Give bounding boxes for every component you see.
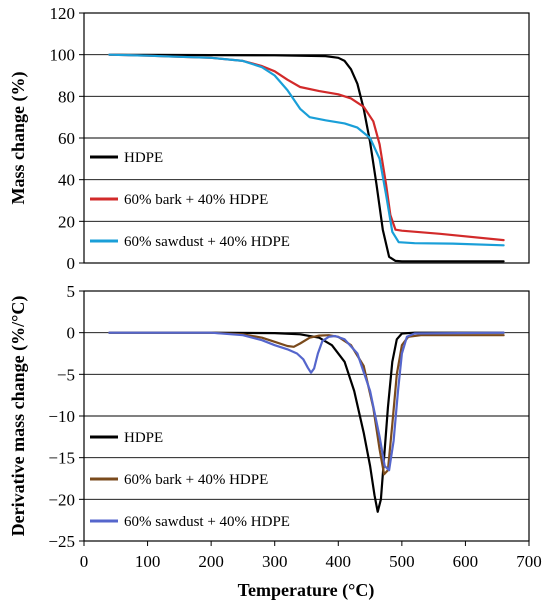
derivative-panel: −25−20−15−10−505 0 100 200 300 400 500 600 700 … bbox=[8, 282, 542, 601]
x-tick-label: 700 bbox=[516, 552, 542, 571]
y-tick-label: 5 bbox=[67, 282, 76, 301]
y-tick-label: 20 bbox=[58, 212, 75, 231]
series-line-0 bbox=[108, 53, 505, 263]
series-line-2 bbox=[108, 53, 505, 247]
y-tick-label: −20 bbox=[48, 490, 75, 509]
derivative-series bbox=[108, 331, 505, 513]
y-tick-label: −10 bbox=[48, 407, 75, 426]
mass-change-panel: 0 20 40 60 80 100 120 Mass change (%) HDPE 60% … bbox=[8, 4, 530, 273]
series-line-0 bbox=[108, 331, 505, 513]
x-tick-label: 300 bbox=[262, 552, 288, 571]
series-line-1 bbox=[108, 53, 505, 242]
derivative-y-ticks: −25 −20 −15 −10 −5 0 5 bbox=[48, 282, 84, 551]
legend-label-2: 60% sawdust + 40% HDPE bbox=[124, 234, 290, 250]
y-tick-label: 60 bbox=[58, 129, 75, 148]
y-tick-label: 0 bbox=[67, 324, 76, 343]
legend-label-2: 60% sawdust + 40% HDPE bbox=[124, 514, 290, 530]
y-tick-label: 100 bbox=[50, 46, 76, 65]
x-tick-label: 400 bbox=[326, 552, 352, 571]
legend-label-0: HDPE bbox=[124, 430, 163, 446]
x-tick-label: 200 bbox=[198, 552, 224, 571]
y-tick-label: −5 bbox=[57, 365, 75, 384]
derivative-y-axis-label: Derivative mass change (%/°C) bbox=[8, 296, 29, 537]
derivative-legend: HDPE 60% bark + 40% HDPE 60% sawdust + 40%… bbox=[90, 430, 290, 530]
y-tick-label: −25 bbox=[48, 532, 75, 551]
legend-label-0: HDPE bbox=[124, 150, 163, 166]
derivative-x-ticks: 0 100 200 300 400 500 600 700 bbox=[80, 541, 542, 571]
series-line-1 bbox=[108, 331, 505, 476]
mass-change-legend: HDPE 60% bark + 40% HDPE 60% sawdust + 40%… bbox=[90, 150, 290, 250]
y-tick-label: −15 bbox=[48, 449, 75, 468]
y-tick-label: 40 bbox=[58, 171, 75, 190]
legend-label-1: 60% bark + 40% HDPE bbox=[124, 472, 268, 488]
y-tick-label: 0 bbox=[67, 254, 76, 273]
y-tick-label: 120 bbox=[50, 4, 76, 23]
mass-change-y-ticks: 0 20 40 60 80 100 120 bbox=[50, 4, 84, 273]
series-line-2 bbox=[108, 331, 505, 472]
x-tick-label: 100 bbox=[135, 552, 161, 571]
x-tick-label: 500 bbox=[389, 552, 415, 571]
y-tick-label: 80 bbox=[58, 87, 75, 106]
temperature-x-axis-label: Temperature (°C) bbox=[238, 580, 375, 601]
mass-change-y-axis-label: Mass change (%) bbox=[8, 72, 29, 205]
legend-label-1: 60% bark + 40% HDPE bbox=[124, 192, 268, 208]
x-tick-label: 0 bbox=[80, 552, 89, 571]
mass-change-series bbox=[108, 53, 505, 263]
x-tick-label: 600 bbox=[453, 552, 479, 571]
